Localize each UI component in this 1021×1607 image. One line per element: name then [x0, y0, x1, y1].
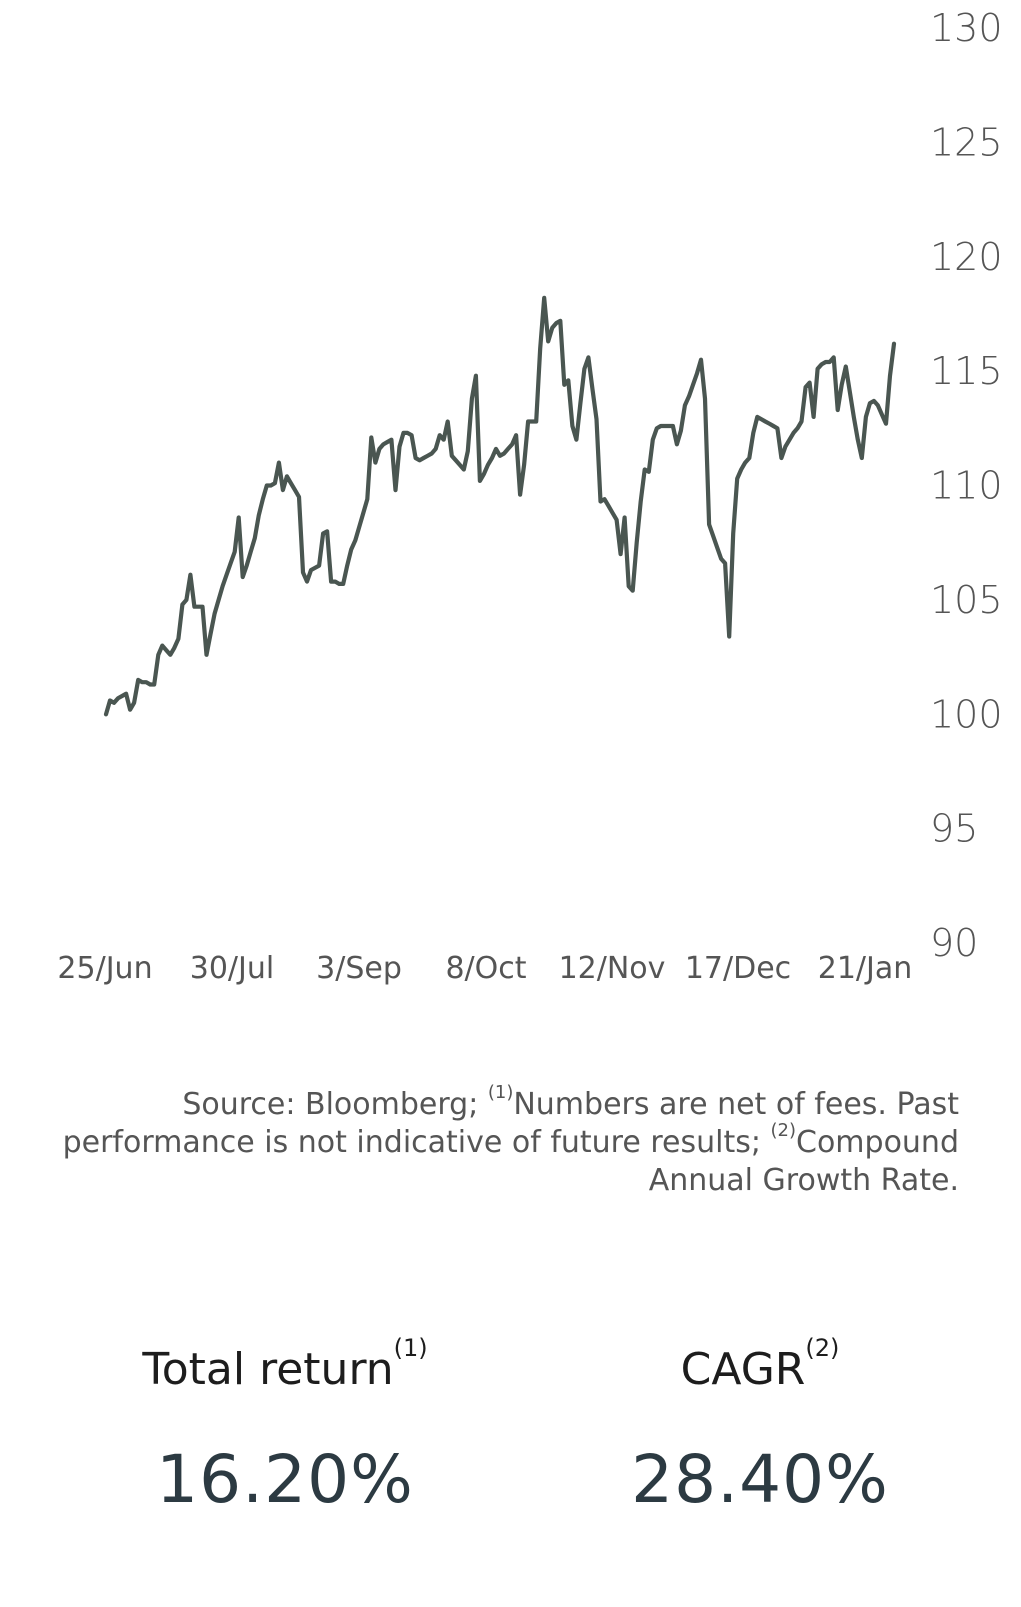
y-tick-label: 90	[930, 921, 978, 965]
y-tick-label: 125	[930, 120, 1003, 164]
cagr-sup: (2)	[805, 1334, 840, 1362]
y-tick-label: 95	[930, 807, 978, 851]
total-return-sup: (1)	[393, 1334, 428, 1362]
footnote-part1: Source: Bloomberg;	[182, 1087, 488, 1122]
x-tick-label: 3/Sep	[316, 951, 402, 986]
footnote-sup1: (1)	[487, 1082, 514, 1103]
cagr-label: CAGR(2)	[535, 1336, 985, 1400]
y-axis-ticks: 90 95 100 105 110 115 120 125 130	[930, 6, 1003, 965]
footnote-sup2: (2)	[770, 1120, 797, 1141]
y-tick-label: 120	[930, 235, 1003, 279]
x-tick-label: 25/Jun	[57, 951, 152, 986]
x-tick-label: 21/Jan	[818, 951, 913, 986]
y-tick-label: 115	[930, 349, 1003, 393]
y-tick-label: 130	[930, 6, 1003, 50]
cagr-value: 28.40%	[631, 1441, 889, 1518]
x-axis-ticks: 25/Jun 30/Jul 3/Sep 8/Oct 12/Nov 17/Dec 21/Jan	[57, 951, 912, 986]
source-footnote: Source: Bloomberg; (1)Numbers are net of…	[59, 1084, 959, 1200]
y-tick-label: 105	[930, 578, 1003, 622]
x-tick-label: 8/Oct	[445, 951, 526, 986]
y-tick-label: 100	[930, 692, 1003, 736]
y-tick-label: 110	[930, 464, 1003, 508]
total-return-value: 16.20%	[156, 1441, 414, 1518]
x-tick-label: 12/Nov	[559, 951, 666, 986]
x-tick-label: 30/Jul	[190, 951, 274, 986]
series-line	[103, 295, 897, 717]
line-chart: 90 95 100 105 110 115 120 125 130 25/Jun 30/Jul 3/…	[57, 6, 1003, 986]
cagr-stat: CAGR(2) 28.40%	[535, 1336, 985, 1520]
footnote-part2: Numbers are net of fees. Past performanc…	[62, 1087, 959, 1160]
total-return-label-text: Total return	[142, 1344, 394, 1395]
x-tick-label: 17/Dec	[685, 951, 791, 986]
cagr-label-text: CAGR	[680, 1344, 806, 1395]
total-return-stat: Total return(1) 16.20%	[60, 1336, 510, 1520]
total-return-label: Total return(1)	[60, 1336, 510, 1400]
footnote-part3: Compound Annual Growth Rate.	[648, 1125, 959, 1198]
